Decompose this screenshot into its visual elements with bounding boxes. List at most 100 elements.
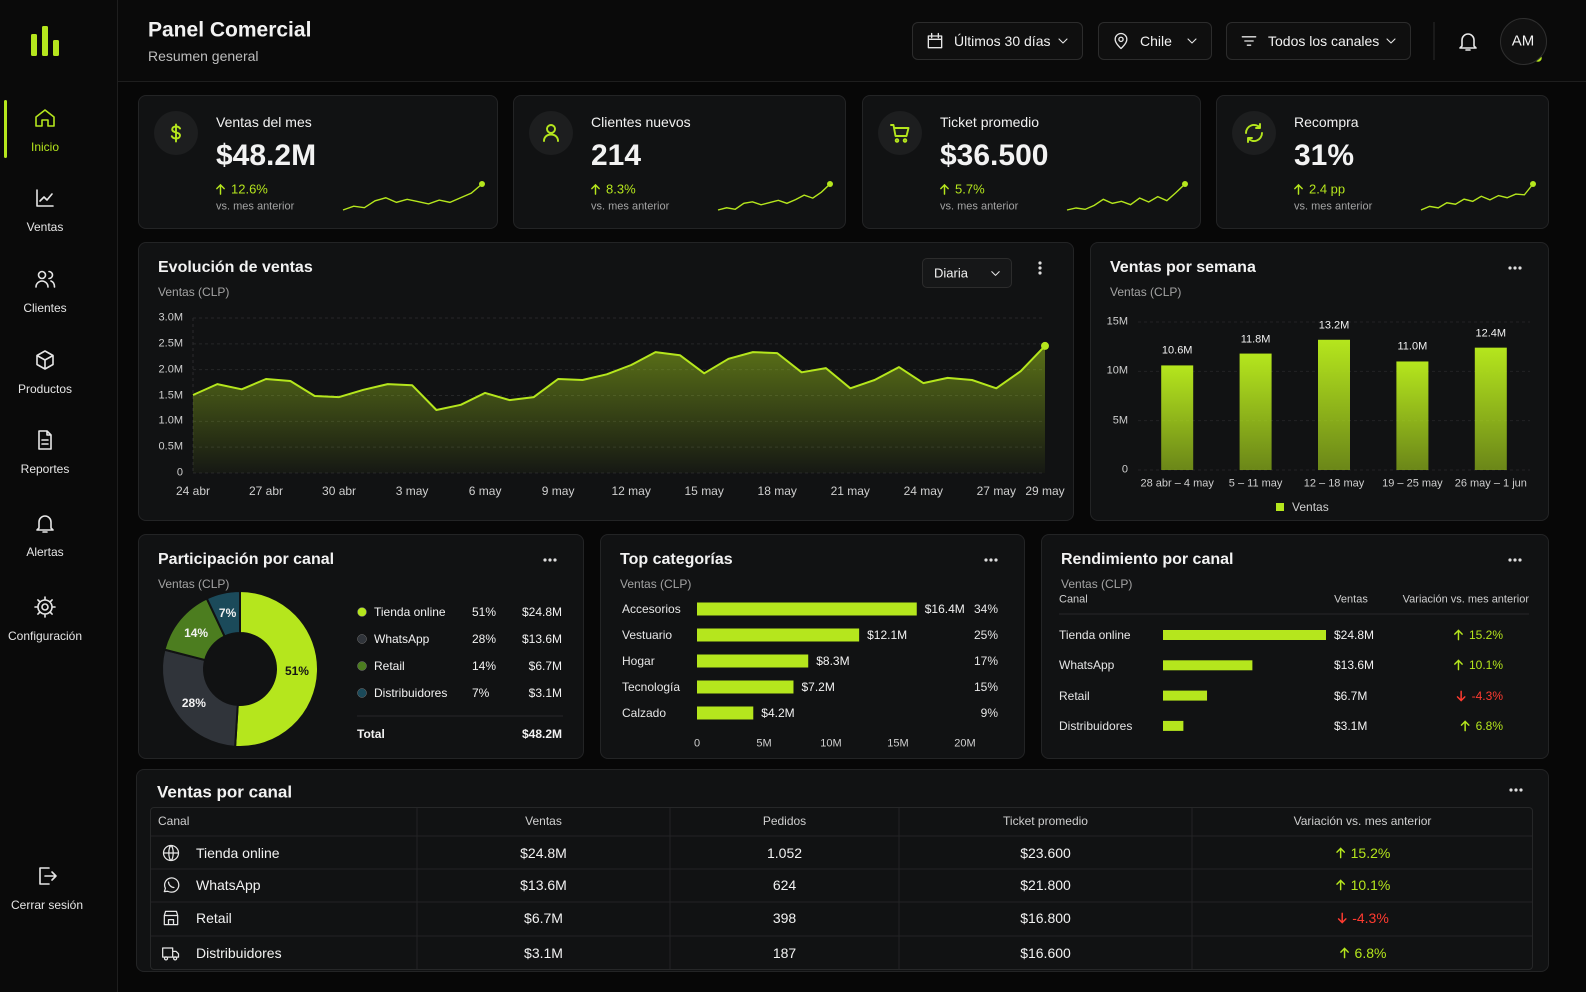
nav-icon[interactable] — [33, 428, 57, 452]
nav-icon[interactable] — [33, 267, 57, 291]
y-tick-label: 1.0M — [158, 414, 183, 427]
x-tick-label: 0 — [693, 737, 701, 750]
kpi-label: Ticket promedio — [940, 114, 1040, 130]
more-menu[interactable] — [1505, 258, 1525, 278]
change-value: 6.8% — [1475, 718, 1503, 733]
x-tick-label: 10M — [820, 737, 842, 750]
nav-icon[interactable] — [33, 186, 57, 210]
menu-dot — [1514, 788, 1518, 792]
card — [600, 534, 1025, 759]
more-menu[interactable] — [1505, 550, 1525, 570]
more-menu[interactable] — [1506, 780, 1526, 800]
legend-dot — [357, 661, 367, 671]
category-label: Tienda online — [1059, 628, 1131, 642]
x-tick-label: 5M — [756, 737, 772, 750]
x-tick-label: 12 may — [611, 484, 651, 498]
change-indicator: 6.8% — [1339, 945, 1386, 961]
bar-value-label: $6.7M — [1334, 688, 1368, 703]
y-tick-label: 5M — [1112, 414, 1128, 427]
change-value: 12.6% — [231, 181, 268, 197]
table-cell: $3.1M — [524, 945, 563, 961]
category-label: Distribuidores — [1059, 718, 1133, 733]
filter-label: Últimos 30 días — [954, 33, 1051, 49]
nav-icon[interactable] — [33, 511, 57, 535]
notifications[interactable] — [1456, 29, 1480, 53]
change-indicator: 15.2% — [1453, 628, 1503, 642]
change-value: 15.2% — [1350, 845, 1391, 861]
x-tick-label: 28 abr – 4 may — [1140, 477, 1214, 490]
nav-label: Reportes — [20, 462, 70, 476]
y-tick-label: 1.5M — [158, 389, 183, 401]
nav-label: Ventas — [26, 220, 64, 234]
nav-icon[interactable] — [33, 595, 57, 619]
icon-path — [36, 515, 54, 533]
category-label: Vestuario — [622, 628, 673, 642]
icon-path — [1459, 33, 1477, 51]
more-menu[interactable] — [540, 550, 560, 570]
arrow-path — [591, 183, 600, 195]
avatar[interactable] — [1500, 18, 1547, 65]
kpi-icon-bg — [1232, 111, 1276, 155]
logo-bar — [53, 40, 59, 56]
kpi-label: Recompra — [1294, 114, 1359, 130]
card-title: Evolución de ventas — [158, 259, 313, 276]
change-value: 10.1% — [1468, 658, 1503, 673]
filter-button[interactable] — [1098, 22, 1212, 60]
icon-path — [1058, 38, 1068, 44]
filter-icon — [1114, 32, 1128, 50]
channel-icon — [163, 877, 180, 893]
area — [193, 345, 1045, 473]
bar-value-label: $7.2M — [801, 680, 835, 694]
kpi-icon — [1245, 123, 1263, 143]
table-cell: Distribuidores — [196, 945, 282, 961]
bar-value-label: $12.1M — [867, 628, 908, 642]
arrow-path — [1456, 690, 1466, 702]
icon-path — [1114, 32, 1128, 50]
legend-label: Distribuidores — [374, 686, 448, 700]
more-menu[interactable] — [981, 550, 1001, 570]
bar — [1318, 339, 1350, 470]
bar-value-label: 11.8M — [1240, 333, 1271, 346]
more-menu[interactable] — [1030, 258, 1050, 278]
icon-path — [1386, 38, 1396, 44]
icon-path — [163, 910, 179, 926]
menu-dot — [1519, 788, 1523, 792]
change-indicator: 10.1% — [1453, 658, 1503, 672]
nav-icon[interactable] — [33, 106, 57, 130]
legend-dot — [357, 688, 367, 698]
bar — [1474, 347, 1507, 470]
bar — [1161, 365, 1194, 470]
bar — [1396, 361, 1429, 470]
granularity-label: Diaria — [934, 265, 968, 281]
filter-icon — [1241, 36, 1257, 46]
sparkline-end — [827, 181, 833, 187]
logout-icon[interactable] — [35, 864, 59, 888]
nav-icon[interactable] — [33, 348, 57, 372]
share-label: 17% — [973, 654, 998, 668]
icon-path — [34, 596, 56, 618]
last-point — [1041, 341, 1049, 350]
channel-icon — [162, 947, 180, 961]
filter-label: Chile — [1140, 33, 1172, 49]
bar — [697, 602, 917, 616]
table-cell: 398 — [772, 910, 797, 926]
slice-label: 7% — [218, 606, 237, 621]
kpi-icon — [543, 124, 559, 142]
page-subtitle: Resumen general — [148, 48, 259, 64]
sparkline — [1420, 183, 1534, 211]
card-title: Top categorías — [620, 551, 733, 568]
kpi-value: 214 — [591, 139, 642, 172]
filter-button[interactable] — [912, 22, 1083, 60]
y-tick-label: 0.5M — [158, 440, 183, 453]
icon-path — [36, 350, 54, 370]
icon-path — [1187, 38, 1197, 44]
sparkline — [342, 183, 483, 211]
category-label: WhatsApp — [1059, 658, 1115, 673]
arrow-path — [1339, 947, 1349, 959]
kpi-icon-bg — [878, 111, 922, 155]
y-tick-label: 0 — [176, 466, 183, 479]
bar-value-label: $13.6M — [1334, 658, 1375, 673]
filter-button[interactable] — [1226, 22, 1411, 60]
arrow-path — [1460, 720, 1470, 732]
change-arrow — [1337, 912, 1347, 924]
